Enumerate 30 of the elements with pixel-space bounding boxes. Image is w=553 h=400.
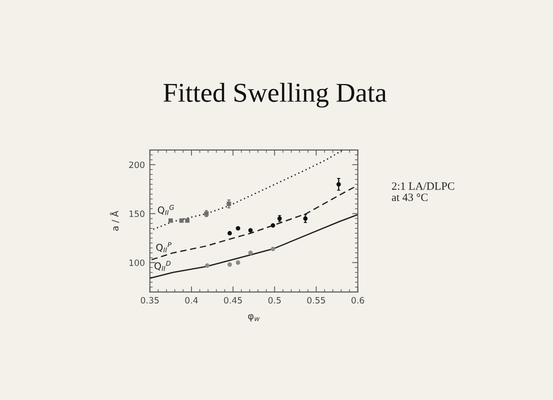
point bbox=[248, 228, 253, 232]
point bbox=[248, 250, 253, 256]
text: 2:1 LA/DLPC at 43 °C bbox=[392, 182, 454, 202]
series-label: Q$_{II}$$^{G}$ bbox=[158, 204, 174, 215]
line-series bbox=[150, 184, 358, 260]
point bbox=[228, 262, 232, 267]
series-label: Q$_{II}$$^{P}$ bbox=[156, 242, 172, 252]
point bbox=[236, 226, 240, 231]
x-axis-title: φ$_{w}$ bbox=[248, 314, 260, 322]
x-tick-label: 0.6 bbox=[352, 297, 364, 304]
point bbox=[185, 218, 190, 223]
line-series bbox=[150, 214, 358, 279]
chart-title: Fitted Swelling Data bbox=[164, 82, 387, 108]
x-tick-label: 0.45 bbox=[224, 297, 242, 304]
x-tick-label: 0.35 bbox=[140, 297, 159, 304]
series-label: Q$_{II}$$^{D}$ bbox=[154, 260, 171, 271]
point bbox=[270, 223, 276, 228]
point bbox=[168, 218, 173, 223]
y-axis-title: a / Å bbox=[110, 210, 120, 231]
y-tick-label: 150 bbox=[130, 210, 144, 218]
x-tick-label: 0.4 bbox=[185, 297, 198, 304]
line-series bbox=[152, 150, 344, 230]
point bbox=[228, 231, 232, 236]
x-tick-label: 0.55 bbox=[307, 297, 326, 304]
point bbox=[236, 260, 240, 265]
x-tick-label: 0.5 bbox=[268, 297, 281, 304]
y-tick-label: 100 bbox=[130, 260, 144, 266]
point bbox=[270, 246, 276, 252]
point bbox=[205, 263, 210, 268]
y-tick-label: 200 bbox=[129, 162, 144, 168]
